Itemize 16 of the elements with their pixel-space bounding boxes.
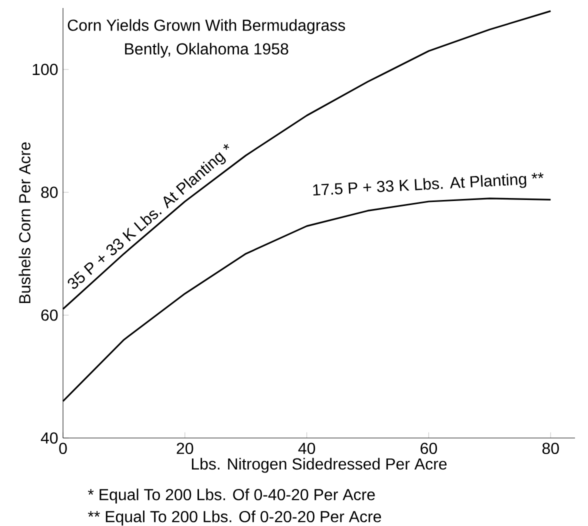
y-axis-title: Bushels Corn Per Acre [18,142,30,304]
x-axis-title: Lbs. Nitrogen Sidedressed Per Acre [192,458,447,473]
text: ** Equal To 200 Lbs. Of 0-20-20 Per Acre [88,510,382,526]
y-tick-label: 40 [40,432,58,444]
x-tick-label: 20 [176,442,194,454]
x-tick-label: 40 [298,442,316,454]
text: * Equal To 200 Lbs. Of 0-40-20 Per Acre [88,488,375,504]
series-label: 17.5 P + 33 K Lbs. At Planting ** [313,172,544,196]
y-tick-label: 60 [41,309,58,321]
y-tick-label: 100 [32,64,58,76]
x-tick-label: 60 [420,442,437,454]
text: Corn Yields Grown With Bermudagrass [68,19,346,34]
x-tick-label: 80 [542,442,559,454]
y-tick-label: 80 [41,186,58,198]
x-tick-label: 0 [59,442,67,454]
text: Bently, Oklahoma 1958 [125,42,288,58]
